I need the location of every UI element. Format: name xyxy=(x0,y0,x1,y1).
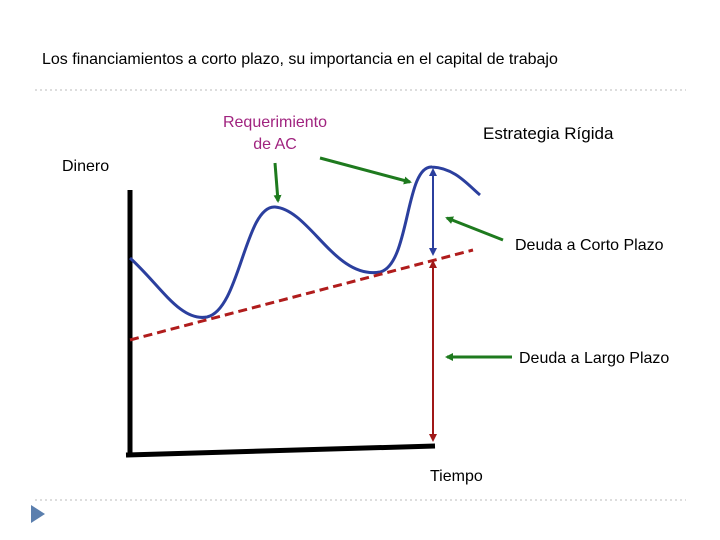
requirement-label: de AC xyxy=(253,136,297,153)
bullet-icon xyxy=(31,505,45,523)
long-term-label: Deuda a Largo Plazo xyxy=(519,350,669,367)
x-axis-label: Tiempo xyxy=(430,468,483,485)
asset-curve xyxy=(128,165,481,319)
short-term-label: Deuda a Corto Plazo xyxy=(515,237,664,254)
permanent-line xyxy=(129,248,474,342)
slide-title: Los financiamientos a corto plazo, su im… xyxy=(42,51,558,68)
pointer-arrow xyxy=(445,216,504,242)
pointer-arrow xyxy=(273,162,282,203)
y-axis-label: Dinero xyxy=(62,158,109,175)
x-axis xyxy=(125,443,436,458)
requirement-label: Requerimiento xyxy=(223,114,327,131)
pointer-arrow xyxy=(319,156,412,185)
strategy-label: Estrategia Rígida xyxy=(483,124,614,143)
